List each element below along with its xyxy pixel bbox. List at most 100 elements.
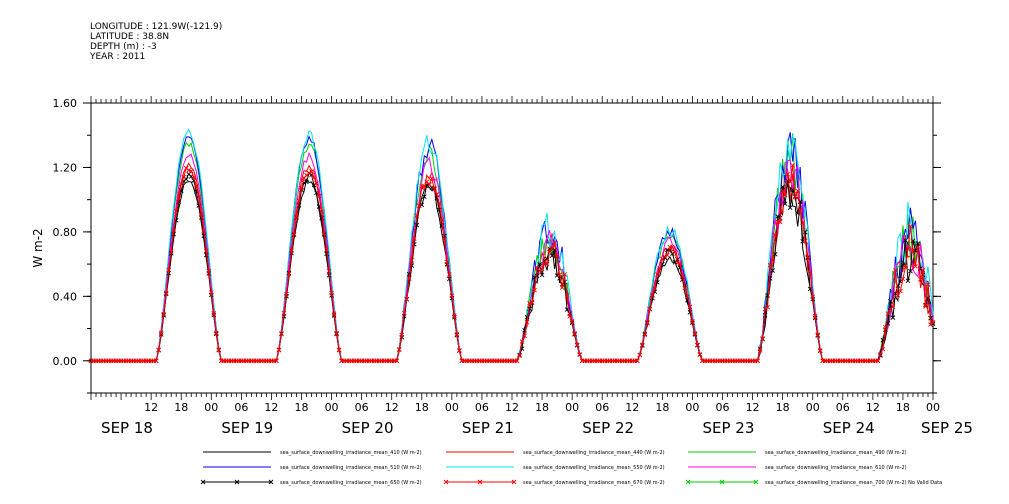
series-marker bbox=[171, 228, 177, 233]
x-hour-label: 18 bbox=[174, 401, 188, 414]
series-marker bbox=[411, 241, 417, 247]
series-marker bbox=[782, 201, 788, 207]
series-marker bbox=[905, 278, 911, 284]
series-marker bbox=[772, 232, 778, 238]
series-marker bbox=[434, 191, 440, 197]
series-marker bbox=[900, 276, 906, 282]
series-marker bbox=[311, 175, 317, 180]
series-marker bbox=[419, 202, 425, 208]
series-marker bbox=[203, 252, 209, 258]
x-hour-label: 06 bbox=[234, 401, 248, 414]
series-marker bbox=[692, 331, 698, 336]
series-marker bbox=[908, 268, 913, 274]
series-marker bbox=[326, 273, 332, 278]
series-marker bbox=[208, 290, 214, 295]
series-marker bbox=[524, 319, 530, 325]
series-marker bbox=[564, 293, 570, 298]
series-marker bbox=[161, 311, 166, 317]
x-day-label: SEP 20 bbox=[342, 419, 394, 437]
series-marker bbox=[439, 217, 445, 223]
series-marker bbox=[790, 187, 795, 193]
series-marker bbox=[755, 358, 760, 364]
x-hour-label: 00 bbox=[325, 401, 339, 414]
series-marker bbox=[642, 332, 648, 338]
series-marker bbox=[336, 347, 342, 353]
series-marker bbox=[672, 249, 678, 255]
series-marker bbox=[657, 266, 663, 272]
series-marker bbox=[670, 251, 675, 257]
series-marker bbox=[915, 244, 921, 249]
series-marker bbox=[331, 311, 337, 317]
series-marker bbox=[399, 332, 405, 338]
series-marker bbox=[645, 320, 650, 326]
series-marker bbox=[326, 268, 332, 274]
series-marker bbox=[662, 254, 668, 259]
series-marker bbox=[770, 258, 775, 263]
legend-label: sea_surface_downwelling_irradiance_mean_… bbox=[280, 480, 422, 486]
x-hour-label: 00 bbox=[204, 401, 218, 414]
series-marker bbox=[201, 228, 207, 234]
series-marker bbox=[181, 174, 187, 180]
series-marker bbox=[647, 306, 653, 312]
x-day-label: SEP 24 bbox=[823, 419, 875, 437]
series-marker bbox=[777, 219, 783, 225]
series-marker bbox=[557, 272, 562, 278]
series-marker bbox=[452, 313, 457, 319]
series-marker bbox=[168, 249, 174, 254]
x-day-label: SEP 18 bbox=[101, 419, 153, 437]
series-marker bbox=[765, 293, 770, 298]
series-marker bbox=[552, 240, 557, 246]
y-tick-label: 1.60 bbox=[53, 97, 78, 110]
x-hour-label: 18 bbox=[896, 401, 910, 414]
series-marker bbox=[760, 336, 765, 341]
series-marker bbox=[156, 347, 161, 353]
x-hour-label: 00 bbox=[685, 401, 699, 414]
x-hour-label: 18 bbox=[535, 401, 549, 414]
series-marker bbox=[396, 347, 402, 353]
x-hour-label: 12 bbox=[625, 401, 639, 414]
legend-marker bbox=[268, 479, 274, 485]
x-hour-label: 06 bbox=[595, 401, 609, 414]
series-marker bbox=[670, 244, 675, 250]
x-hour-label: 12 bbox=[385, 401, 399, 414]
legend-marker bbox=[685, 479, 691, 485]
series-marker bbox=[334, 330, 339, 336]
legend: sea_surface_downwelling_irradiance_mean_… bbox=[200, 450, 942, 486]
series-marker bbox=[216, 347, 222, 353]
legend-label: sea_surface_downwelling_irradiance_mean_… bbox=[523, 465, 665, 471]
series-marker bbox=[913, 263, 918, 269]
series-marker bbox=[406, 271, 412, 277]
series-marker bbox=[780, 184, 785, 190]
series-marker bbox=[517, 353, 522, 359]
series-marker bbox=[677, 261, 683, 266]
series-marker bbox=[910, 248, 916, 253]
series-marker bbox=[411, 236, 417, 241]
series-marker bbox=[687, 304, 693, 310]
y-tick-label: 0.00 bbox=[53, 355, 78, 368]
series-marker bbox=[918, 277, 923, 282]
series-marker bbox=[762, 306, 768, 312]
series-marker bbox=[178, 181, 184, 187]
series-marker bbox=[314, 181, 319, 186]
x-hour-label: 00 bbox=[806, 401, 820, 414]
series-marker bbox=[514, 358, 520, 364]
series-marker bbox=[890, 315, 896, 320]
series-marker bbox=[449, 293, 455, 299]
x-day-label: SEP 25 bbox=[921, 419, 973, 437]
series-marker bbox=[775, 214, 780, 219]
series-marker bbox=[572, 331, 577, 336]
series-marker bbox=[519, 339, 525, 344]
legend-label: sea_surface_downwelling_irradiance_mean_… bbox=[280, 450, 422, 456]
series-marker bbox=[431, 187, 437, 192]
series-marker bbox=[795, 188, 800, 194]
x-hour-label: 12 bbox=[505, 401, 519, 414]
legend-marker bbox=[719, 479, 725, 485]
series-marker bbox=[324, 251, 329, 257]
series-marker bbox=[542, 258, 547, 263]
series-marker bbox=[321, 231, 327, 236]
series-marker bbox=[529, 300, 535, 306]
series-marker bbox=[447, 272, 452, 277]
series-marker bbox=[682, 285, 688, 291]
series-marker bbox=[655, 272, 660, 277]
series-marker bbox=[394, 358, 400, 364]
